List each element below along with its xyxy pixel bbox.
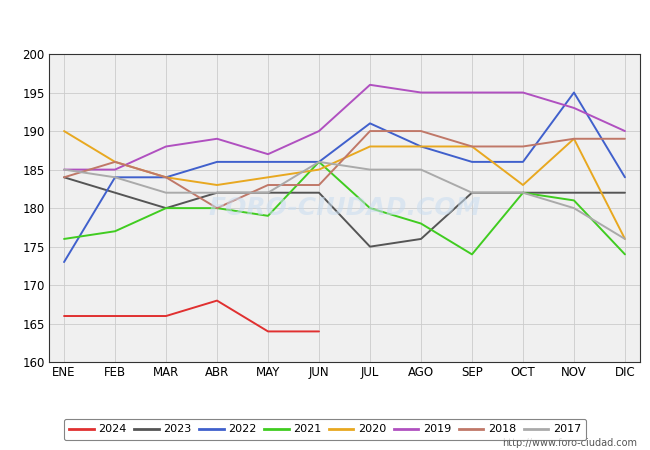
Text: http://www.foro-ciudad.com: http://www.foro-ciudad.com <box>502 438 637 448</box>
Text: FORO-CIUDAD.COM: FORO-CIUDAD.COM <box>208 196 481 220</box>
Text: Afiliados en Villarramiel a 31/5/2024: Afiliados en Villarramiel a 31/5/2024 <box>167 14 483 33</box>
Legend: 2024, 2023, 2022, 2021, 2020, 2019, 2018, 2017: 2024, 2023, 2022, 2021, 2020, 2019, 2018… <box>64 419 586 440</box>
